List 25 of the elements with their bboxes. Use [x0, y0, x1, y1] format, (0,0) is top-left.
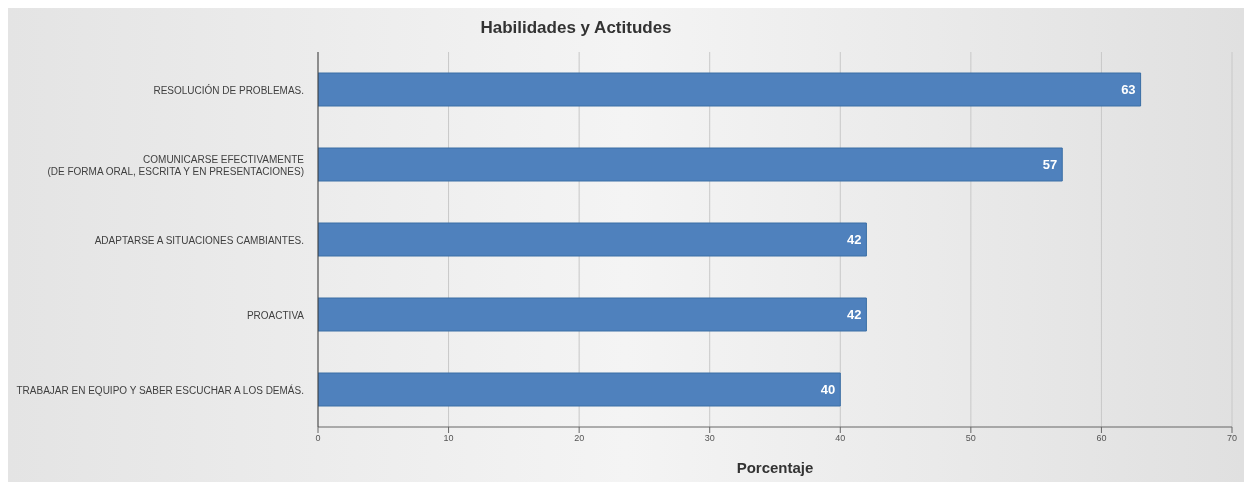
- x-tick-label: 30: [704, 433, 715, 444]
- x-tick-label: 10: [443, 433, 454, 444]
- y-tick-label: RESOLUCIÓN DE PROBLEMAS.: [153, 83, 304, 96]
- y-tick-label: COMUNICARSE EFECTIVAMENTE (DE FORMA ORAL, ESCRITA Y EN PRESENTACIONES): [47, 153, 305, 177]
- data-label: 42: [846, 232, 862, 248]
- data-label: 57: [1042, 157, 1058, 173]
- data-label: 40: [820, 382, 836, 398]
- x-tick-label: 60: [1096, 433, 1107, 444]
- y-tick-label: ADAPTARSE A SITUACIONES CAMBIANTES.: [94, 234, 304, 246]
- x-tick-label: 0: [315, 433, 321, 444]
- bar: [318, 297, 867, 332]
- y-tick-label: PROACTIVA: [246, 309, 305, 321]
- chart-title: Habilidades y Actitudes: [479, 17, 673, 39]
- bar: [318, 147, 1063, 182]
- y-tick-label: TRABAJAR EN EQUIPO Y SABER ESCUCHAR A LOS DEMÁS.: [16, 383, 304, 396]
- x-tick-label: 70: [1226, 433, 1238, 444]
- data-label: 42: [846, 307, 862, 323]
- x-axis-title: Porcentaje: [736, 459, 814, 476]
- bar: [318, 72, 1142, 107]
- x-tick-label: 20: [574, 433, 585, 444]
- data-label: 63: [1121, 82, 1136, 98]
- bar: [318, 372, 841, 407]
- x-tick-label: 40: [835, 433, 846, 444]
- bar: [318, 222, 867, 257]
- x-tick-label: 50: [965, 433, 976, 444]
